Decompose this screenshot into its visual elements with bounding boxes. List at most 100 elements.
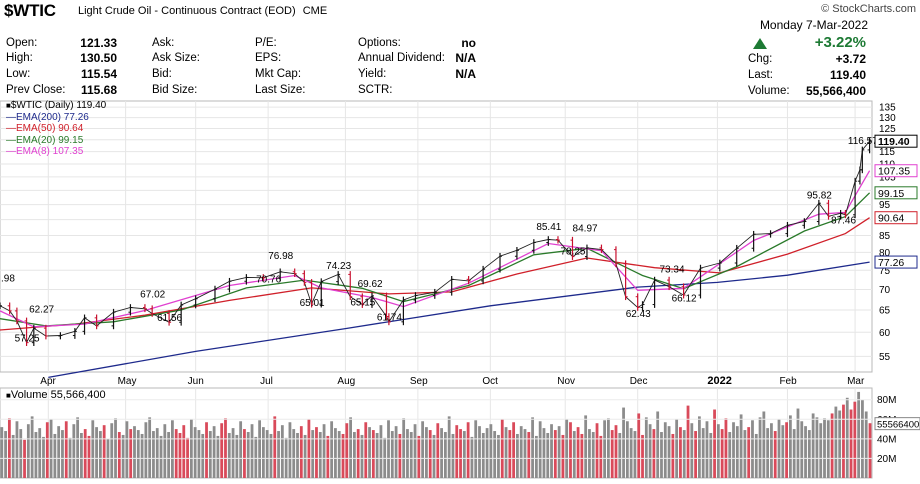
volume-bar [125,421,129,478]
volume-bar [425,427,428,478]
volume-bar [273,416,277,478]
volume-bar [462,431,466,478]
bid-size-label: Bid Size: [152,84,198,96]
volume-bar [807,430,811,478]
price-tick-label: 135 [879,103,896,114]
price-tick-label: 105 [879,172,896,183]
price-tick-label: 130 [879,113,896,124]
volume-bar [815,417,819,478]
volume-bar [318,432,322,478]
ema-line-ema50 [0,217,870,331]
price-annotation: 84.97 [573,224,598,235]
chg-label: Chg: [748,53,773,65]
volume-bar [747,427,751,478]
volume-bar [534,435,538,478]
volume-bar [485,428,489,478]
volume-bar [773,431,777,478]
volume-tick-label: 40M [877,434,896,445]
volume-legend-text: Volume 55,566,400 [10,389,106,401]
yield-value: N/A [455,67,476,81]
source-credit: © StockCharts.com [821,3,916,15]
volume-bar [614,425,618,478]
price-annotation: .98 [1,274,15,285]
volume-bar [4,431,7,478]
sctr-label: SCTR: [358,84,393,96]
volume-bar [709,433,713,478]
last-value: 119.40 [829,68,866,82]
volume-bar [72,424,76,478]
volume-bar [474,420,478,478]
last-value-label: 119.40 [878,136,910,148]
volume-bar [387,420,390,478]
price-tick-label: 80 [879,248,891,259]
volume-bar [728,432,732,478]
low-label: Low: [6,68,31,80]
volume-bar [114,418,117,478]
volume-bar [732,422,735,478]
volume-bar [656,411,660,478]
volume-bar [819,423,823,478]
price-annotation: 62.43 [626,309,651,320]
volume-bar [864,411,868,478]
volume-bar [781,425,785,478]
volume-bar [91,420,95,478]
volume-bar [785,422,788,478]
volume-bar [197,430,201,478]
price-panel-frame [0,100,873,373]
low-value: 115.54 [80,67,117,81]
volume-bar [679,427,682,478]
price-annotation: 65.01 [300,298,325,309]
volume-bar [0,427,4,478]
volume-bar [660,432,663,478]
volume-bar [371,430,375,478]
volume-bar [326,435,330,478]
x-tick-label: Jul [260,376,273,387]
volume-bar [413,424,417,478]
legend-ema50-swatch: — [6,123,16,134]
volume-bar [546,433,550,478]
volume-bar [167,432,171,478]
volume-bar [826,420,830,478]
volume-bar [652,429,656,478]
volume-bar [584,415,588,478]
legend-ema50-text: EMA(50) 90.64 [16,123,84,134]
volume-bar [481,433,485,478]
instrument-name: Light Crude Oil - Continuous Contract (E… [78,5,296,17]
volume-bar [622,407,625,478]
volume-bar [489,424,493,478]
volume-bar [163,424,167,478]
volume-bar [751,420,754,478]
volume-bar [440,428,443,478]
volume-bar [690,423,694,478]
price-annotation: 74.23 [326,261,351,272]
volume-bar [553,430,557,478]
volume-bar [201,433,205,478]
last-value-box [874,186,918,200]
last-value-label: 99.15 [878,188,904,200]
pe-label: P/E: [255,37,277,49]
volume-bar [182,425,186,478]
volume-bar [637,413,641,478]
volume-bar [174,429,178,478]
volume-bar [675,419,679,478]
price-tick-label: 75 [879,266,891,277]
volume-bar [580,433,584,478]
exchange-label: CME [302,5,328,17]
volume-bar [311,430,315,478]
symbol-title: $WTIC [4,1,56,20]
volume-bar [766,428,770,478]
price-tick-label: 65 [879,306,891,317]
price-annotation: 76.98 [268,251,293,262]
volume-bar [299,426,303,478]
volume-bar [334,428,337,478]
x-tick-label: May [118,376,137,387]
dividend-value: N/A [455,51,476,65]
volume-bar [140,433,144,478]
volume-bar [239,421,243,478]
volume-bar [216,435,220,478]
legend-ema50: —EMA(50) 90.64 [6,123,106,135]
volume-bar [478,426,481,478]
volume-bar [800,421,804,478]
legend-ema200-swatch: — [6,111,16,123]
